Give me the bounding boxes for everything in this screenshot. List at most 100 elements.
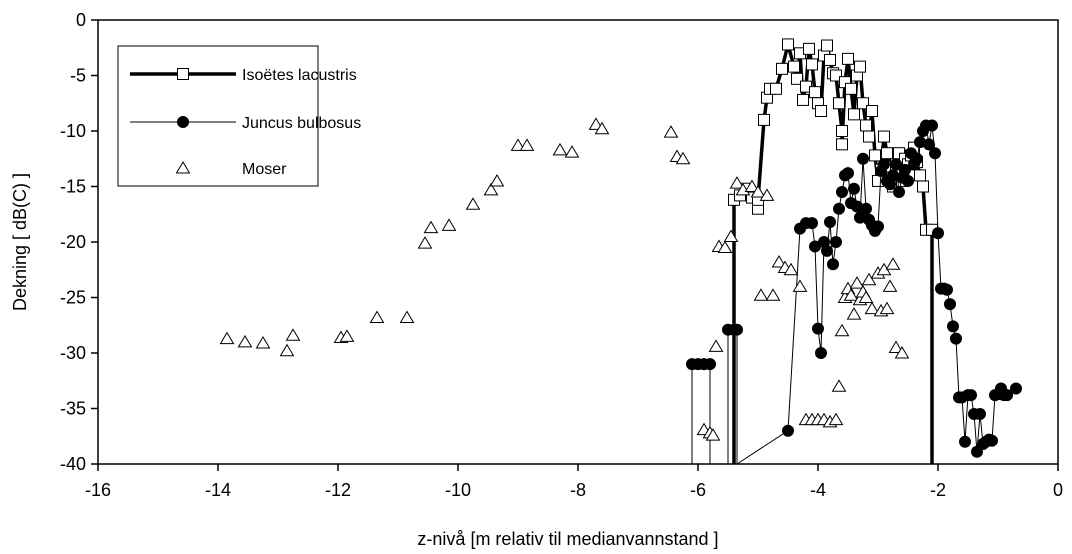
data-point — [441, 218, 457, 231]
data-point — [858, 290, 874, 303]
data-point — [857, 97, 869, 110]
data-point — [857, 152, 869, 165]
y-tick-label: -35 — [60, 399, 86, 419]
data-point — [758, 113, 770, 126]
data-point — [815, 347, 827, 359]
data-point — [704, 358, 716, 371]
data-point — [846, 307, 862, 320]
data-point — [941, 283, 953, 296]
y-tick-label: 0 — [76, 10, 86, 30]
data-point — [776, 62, 788, 75]
legend-marker — [175, 161, 191, 174]
data-point — [759, 188, 775, 201]
data-point — [417, 236, 433, 249]
data-point — [552, 142, 568, 156]
data-point — [894, 346, 910, 359]
data-point — [824, 216, 836, 229]
data-point — [519, 138, 535, 151]
data-point — [1001, 389, 1013, 402]
data-point — [842, 52, 854, 65]
data-point — [860, 119, 872, 132]
data-point — [815, 105, 827, 118]
data-point — [861, 272, 877, 286]
data-point — [753, 288, 769, 301]
x-tick-label: -4 — [810, 480, 826, 500]
data-point — [932, 227, 944, 240]
data-point — [782, 424, 794, 437]
x-tick-label: -10 — [445, 480, 471, 500]
data-point — [791, 72, 803, 85]
data-point — [863, 130, 875, 143]
data-point — [854, 60, 866, 73]
data-point — [929, 147, 941, 160]
data-point — [750, 185, 766, 198]
data-point — [902, 174, 914, 187]
x-axis-title: z-nivå [m relativ til medianvannstand ] — [417, 529, 718, 549]
data-point — [279, 343, 295, 357]
data-point — [917, 180, 929, 193]
y-tick-label: -30 — [60, 343, 86, 363]
y-tick-label: -5 — [70, 66, 86, 86]
data-point — [842, 167, 854, 180]
data-point — [564, 145, 580, 158]
data-point — [788, 60, 800, 73]
data-point — [675, 151, 691, 165]
data-point — [483, 182, 499, 196]
y-tick-label: -25 — [60, 288, 86, 308]
series-iso-tes-lacustris — [728, 38, 938, 464]
data-point — [860, 202, 872, 215]
data-point — [489, 173, 505, 187]
data-point — [770, 82, 782, 95]
data-point — [771, 254, 787, 268]
data-point — [882, 279, 898, 292]
x-tick-label: -6 — [690, 480, 706, 500]
data-point — [830, 236, 842, 248]
data-point — [806, 58, 818, 71]
data-point — [783, 262, 799, 276]
data-point — [947, 320, 959, 333]
data-point — [465, 197, 481, 210]
data-point — [369, 310, 385, 323]
data-point — [899, 163, 911, 176]
data-point — [881, 147, 893, 160]
legend: Isoëtes lacustris Juncus bulbosus Moser — [117, 45, 361, 187]
data-point — [965, 389, 977, 402]
y-axis-title: Dekning [ dB(C) ] — [10, 173, 30, 311]
data-point — [848, 108, 860, 121]
y-tick-label: -40 — [60, 454, 86, 474]
data-point — [836, 125, 848, 137]
data-point — [729, 176, 745, 189]
data-point — [866, 105, 878, 118]
x-tick-label: -16 — [85, 480, 111, 500]
data-point — [959, 435, 971, 448]
y-tick-label: -20 — [60, 232, 86, 252]
data-point — [705, 428, 721, 441]
data-point — [792, 279, 808, 292]
data-point — [893, 186, 905, 199]
data-point — [1010, 382, 1022, 395]
data-point — [744, 179, 760, 192]
data-point — [878, 130, 890, 143]
data-point — [821, 244, 833, 257]
data-point — [782, 38, 794, 51]
data-point — [708, 339, 724, 352]
data-point — [731, 323, 743, 336]
data-point — [833, 97, 845, 110]
legend-entry: Juncus bulbosus — [130, 115, 361, 132]
data-point — [831, 379, 847, 392]
data-point — [845, 82, 857, 95]
data-point — [843, 288, 859, 301]
data-point — [974, 408, 986, 421]
legend-marker — [177, 68, 189, 80]
legend-box — [117, 45, 319, 187]
data-point — [821, 39, 833, 52]
data-point — [237, 334, 253, 348]
data-point — [219, 331, 235, 345]
data-point — [869, 149, 881, 162]
data-point — [864, 301, 880, 315]
data-point — [986, 434, 998, 447]
legend-label: Isoëtes lacustris — [242, 67, 357, 84]
data-point — [872, 220, 884, 233]
data-point — [824, 53, 836, 66]
